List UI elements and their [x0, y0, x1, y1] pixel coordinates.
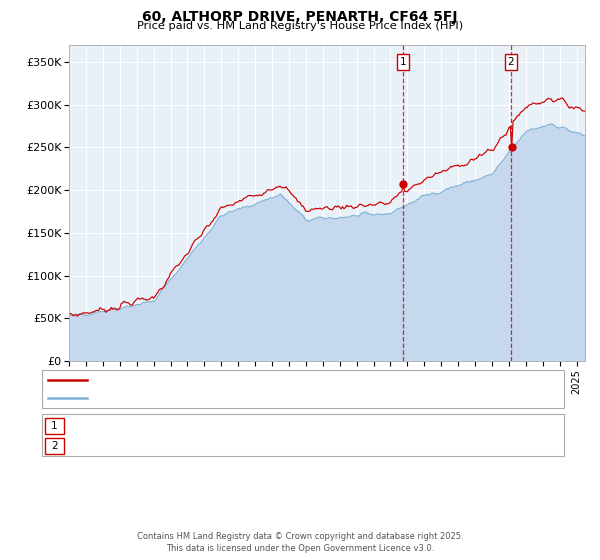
Text: 6% ↑ HPI: 6% ↑ HPI — [414, 421, 463, 431]
Text: HPI: Average price, semi-detached house, Vale of Glamorgan: HPI: Average price, semi-detached house,… — [93, 393, 391, 403]
Text: 2: 2 — [51, 441, 58, 451]
Text: 1: 1 — [400, 57, 406, 67]
Text: 1% ↑ HPI: 1% ↑ HPI — [414, 441, 463, 451]
Text: 2: 2 — [508, 57, 514, 67]
Text: 19-FEB-2021: 19-FEB-2021 — [72, 441, 139, 451]
Text: 60, ALTHORP DRIVE, PENARTH, CF64 5FJ (semi-detached house): 60, ALTHORP DRIVE, PENARTH, CF64 5FJ (se… — [93, 375, 406, 385]
Text: Contains HM Land Registry data © Crown copyright and database right 2025.
This d: Contains HM Land Registry data © Crown c… — [137, 533, 463, 553]
Text: 60, ALTHORP DRIVE, PENARTH, CF64 5FJ: 60, ALTHORP DRIVE, PENARTH, CF64 5FJ — [142, 10, 458, 24]
Text: 30-SEP-2014: 30-SEP-2014 — [72, 421, 138, 431]
Text: £207,000: £207,000 — [294, 421, 343, 431]
Text: Price paid vs. HM Land Registry's House Price Index (HPI): Price paid vs. HM Land Registry's House … — [137, 21, 463, 31]
Text: £249,950: £249,950 — [294, 441, 344, 451]
Text: 1: 1 — [51, 421, 58, 431]
